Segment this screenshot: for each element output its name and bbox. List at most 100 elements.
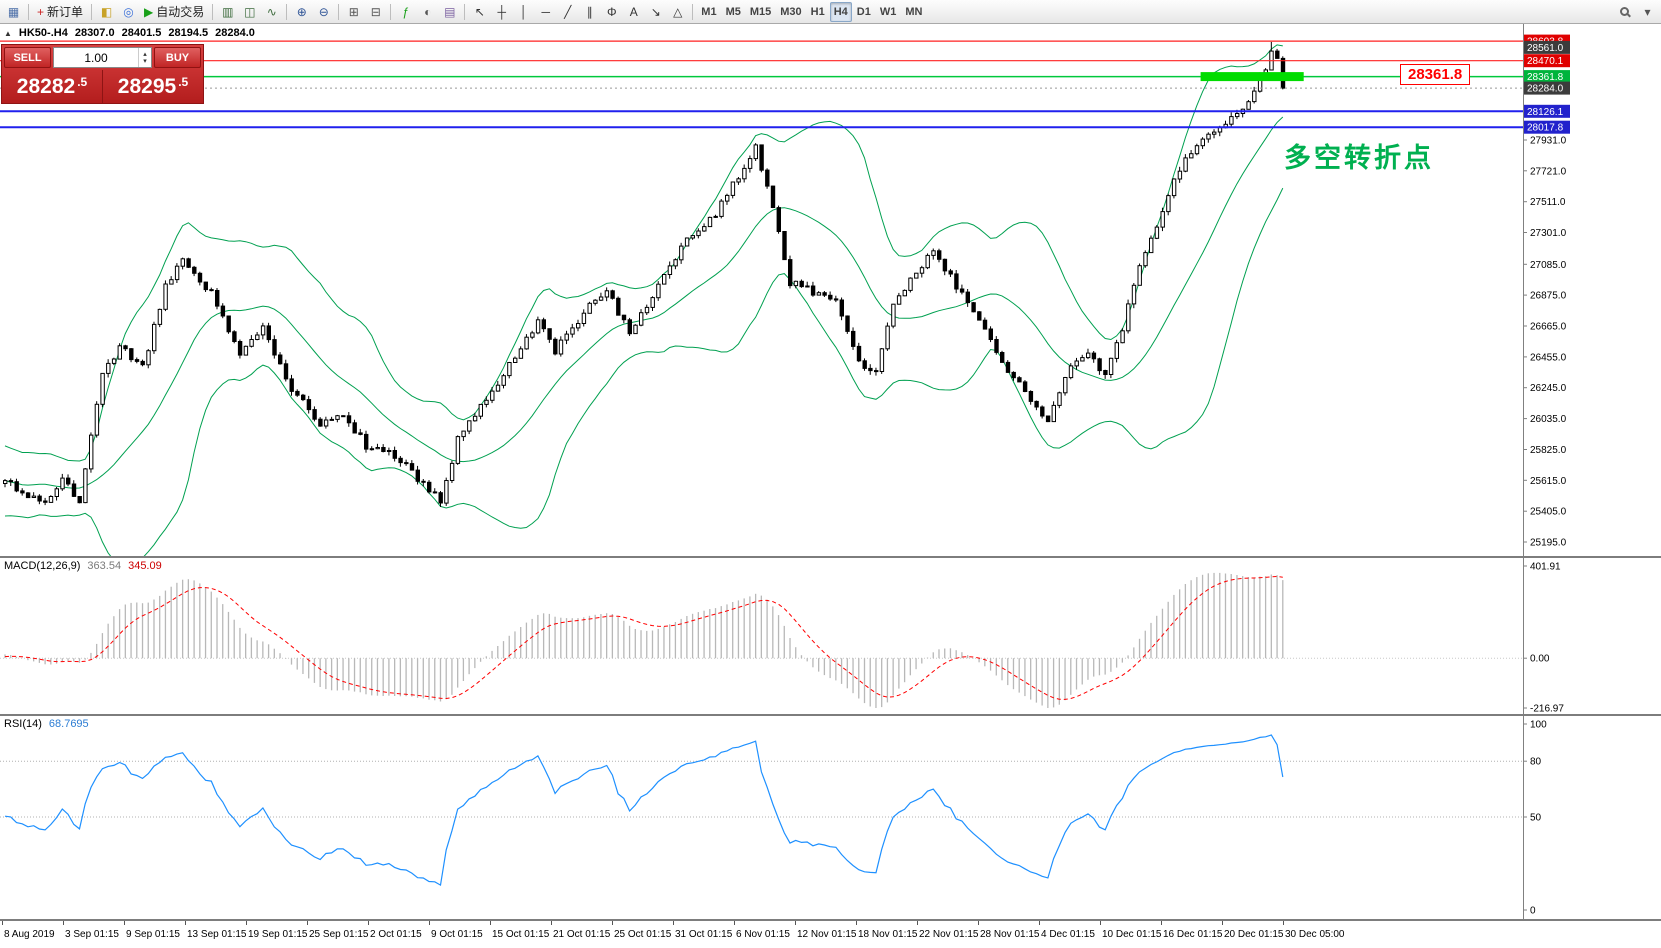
rsi-axis-label: 0 [1530, 906, 1536, 917]
time-axis-label: 31 Oct 01:15 [675, 929, 733, 940]
shapes-button[interactable]: △ [667, 2, 688, 22]
periods-icon: ◐ [424, 4, 432, 19]
time-axis-tick [856, 921, 857, 925]
toolbar-separator [390, 3, 392, 20]
timeframe-m1-button[interactable]: M1 [697, 2, 720, 22]
channel-button[interactable]: ∥ [579, 2, 600, 22]
timeframe-mn-button[interactable]: MN [901, 2, 926, 22]
quick-menu-button[interactable]: ▾ [1637, 2, 1658, 22]
volume-input[interactable] [54, 48, 138, 67]
new-order-button[interactable]: + 新订单 [33, 2, 87, 22]
time-axis-label: 30 Dec 05:00 [1285, 929, 1345, 940]
templates-button[interactable]: ▤ [439, 2, 460, 22]
toolbar-separator [28, 3, 29, 20]
time-axis-label: 13 Sep 01:15 [187, 929, 247, 940]
toolbar-right-group: ▾ [1614, 2, 1658, 22]
arrow-tools-button[interactable]: ↘ [645, 2, 666, 22]
time-axis-tick [307, 921, 308, 925]
buy-price[interactable]: 28295 .5 [103, 70, 203, 103]
timeframe-m15-button[interactable]: M15 [746, 2, 775, 22]
macd-axis[interactable]: 401.91 0.00 -216.97 [1523, 558, 1564, 714]
indicators-icon: ƒ [402, 4, 410, 19]
cursor-button[interactable]: ↖ [469, 2, 490, 22]
price-annotation-label[interactable]: 28361.8 [1400, 64, 1471, 85]
quick-menu-icon: ▾ [1644, 4, 1651, 19]
trendline-button[interactable]: ╱ [557, 2, 578, 22]
buy-button[interactable]: BUY [154, 47, 201, 68]
auto-arrange-button[interactable]: ⊟ [365, 2, 386, 22]
price-scale-label: 26455.0 [1530, 352, 1567, 363]
horizontal-line-button[interactable]: ─ [535, 2, 556, 22]
timeframe-h4-button[interactable]: H4 [829, 1, 852, 22]
svg-text:28017.8: 28017.8 [1527, 123, 1564, 134]
turning-point-annotation[interactable]: 多空转折点 [1284, 143, 1434, 173]
zoom-in-button[interactable]: ⊕ [291, 2, 312, 22]
sell-price-main: 28282 [16, 74, 76, 98]
time-axis-tick [612, 921, 613, 925]
time-axis[interactable]: 8 Aug 2019 3 Sep 01:15 9 Sep 01:15 13 Sep 0… [0, 919, 1661, 948]
shapes-icon: △ [673, 4, 683, 19]
market-watch-button[interactable]: ◎ [118, 2, 139, 22]
svg-text:28561.0: 28561.0 [1527, 43, 1564, 54]
fibonacci-button[interactable]: Φ [601, 2, 622, 22]
timeframe-h1-button[interactable]: H1 [807, 2, 829, 22]
timeframe-w1-button[interactable]: W1 [876, 2, 901, 22]
crosshair-button[interactable]: ┼ [491, 2, 512, 22]
expert-advisors-icon: ◧ [100, 4, 113, 19]
periods-button[interactable]: ◐ [417, 2, 438, 22]
volume-up-icon[interactable]: ▴ [143, 50, 147, 58]
rsi-canvas[interactable]: 100 80 50 0 [0, 716, 1661, 919]
time-axis-tick [734, 921, 735, 925]
time-axis-label: 2 Oct 01:15 [370, 929, 422, 940]
indicators-button[interactable]: ƒ [395, 2, 416, 22]
price-scale-label: 27085.0 [1530, 260, 1567, 271]
cursor-icon: ↖ [474, 4, 485, 19]
main-chart-canvas[interactable]: 27931.0 27721.0 27511.0 27301.0 27085.0 26875… [0, 24, 1661, 556]
search-button[interactable] [1614, 2, 1635, 22]
sell-button[interactable]: SELL [4, 47, 51, 68]
price-tag: 28017.8 [1524, 120, 1570, 134]
macd-histogram [4, 572, 1284, 708]
expert-advisors-button[interactable]: ◧ [96, 2, 117, 22]
sell-price[interactable]: 28282 .5 [2, 70, 103, 103]
rsi-axis-label: 80 [1530, 757, 1542, 768]
macd-canvas[interactable]: 401.91 0.00 -216.97 [0, 558, 1661, 714]
time-axis-tick [1100, 921, 1101, 925]
macd-panel: 401.91 0.00 -216.97 MACD(12,26,9) 363.54 3… [0, 556, 1661, 714]
auto-arrange-icon: ⊟ [370, 4, 381, 19]
symbol-marker-icon[interactable]: ▲ [4, 28, 12, 38]
rsi-axis[interactable]: 100 80 50 0 [1523, 716, 1547, 919]
timeframe-m30-button[interactable]: M30 [776, 2, 805, 22]
zoom-out-button[interactable]: ⊖ [313, 2, 334, 22]
svg-text:28284.0: 28284.0 [1527, 84, 1564, 95]
price-tag: 28561.0 [1524, 40, 1570, 54]
rsi-name: RSI(14) [4, 718, 42, 730]
candlestick-chart-icon: ◫ [244, 4, 256, 19]
search-icon [1620, 7, 1629, 16]
tile-windows-button[interactable]: ⊞ [343, 2, 364, 22]
toolbar-separator [692, 3, 694, 20]
chart-window-button[interactable]: ▦ [3, 2, 24, 22]
line-chart-button[interactable]: ∿ [261, 2, 282, 22]
time-axis-label: 20 Dec 01:15 [1224, 929, 1284, 940]
chart-window-icon: ▦ [7, 4, 20, 19]
channel-icon: ∥ [586, 4, 593, 19]
price-axis[interactable]: 27931.0 27721.0 27511.0 27301.0 27085.0 26875… [1523, 24, 1570, 556]
text-label-button[interactable]: A [623, 2, 644, 22]
volume-down-icon[interactable]: ▾ [143, 57, 147, 65]
price-scale-label: 25825.0 [1530, 445, 1567, 456]
chart-ohlc-header: ▲ HK50-.H4 28307.0 28401.5 28194.5 28284… [4, 27, 255, 39]
timeframe-d1-button[interactable]: D1 [853, 2, 875, 22]
bar-chart-button[interactable]: ▥ [217, 2, 238, 22]
vertical-line-button[interactable]: │ [513, 2, 534, 22]
symbol-name: HK50-.H4 [18, 27, 68, 39]
one-click-trading-panel: SELL ▴ ▾ BUY 28282 .5 28295 .5 [1, 44, 204, 104]
candlestick-chart-button[interactable]: ◫ [239, 2, 260, 22]
horizontal-line-icon: ─ [541, 4, 551, 19]
toolbar-separator [286, 3, 288, 20]
time-axis-label: 12 Nov 01:15 [797, 929, 857, 940]
highlight-zone[interactable] [1200, 72, 1304, 82]
timeframe-m5-button[interactable]: M5 [722, 2, 745, 22]
bollinger-middle-line [4, 116, 1284, 489]
autotrading-button[interactable]: ▶ 自动交易 [140, 2, 208, 22]
